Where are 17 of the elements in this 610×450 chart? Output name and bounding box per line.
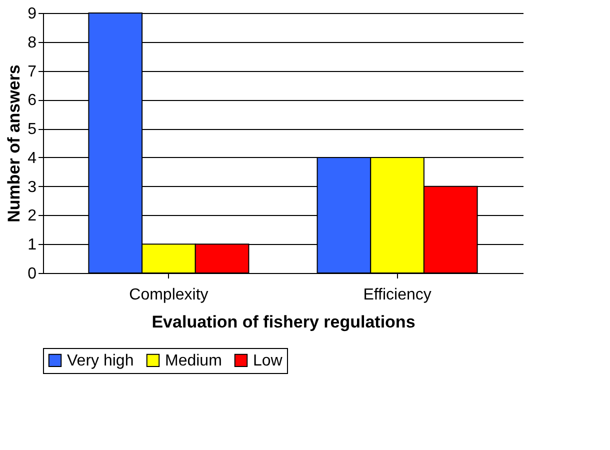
y-tick-label: 5 [28, 121, 37, 138]
y-tick-label: 1 [28, 236, 37, 254]
legend-label: Low [253, 352, 283, 370]
x-tick-label: Complexity [129, 286, 208, 304]
x-tick-label: Efficiency [363, 286, 432, 304]
y-tick-label: 9 [28, 6, 37, 22]
y-tick-label: 8 [28, 34, 37, 52]
y-tick-label: 7 [28, 63, 37, 80]
y-tick-label: 0 [28, 266, 37, 282]
x-axis-title: Evaluation of fishery regulations [152, 312, 416, 332]
y-tick-label: 6 [28, 92, 37, 110]
y-tick-label: 2 [28, 208, 37, 225]
y-tick-label: 3 [28, 178, 37, 196]
y-axis-title: Number of answers [4, 64, 24, 222]
y-tick-label: 4 [28, 150, 37, 167]
legend-label: Medium [165, 352, 222, 370]
legend-label: Very high [67, 352, 134, 370]
